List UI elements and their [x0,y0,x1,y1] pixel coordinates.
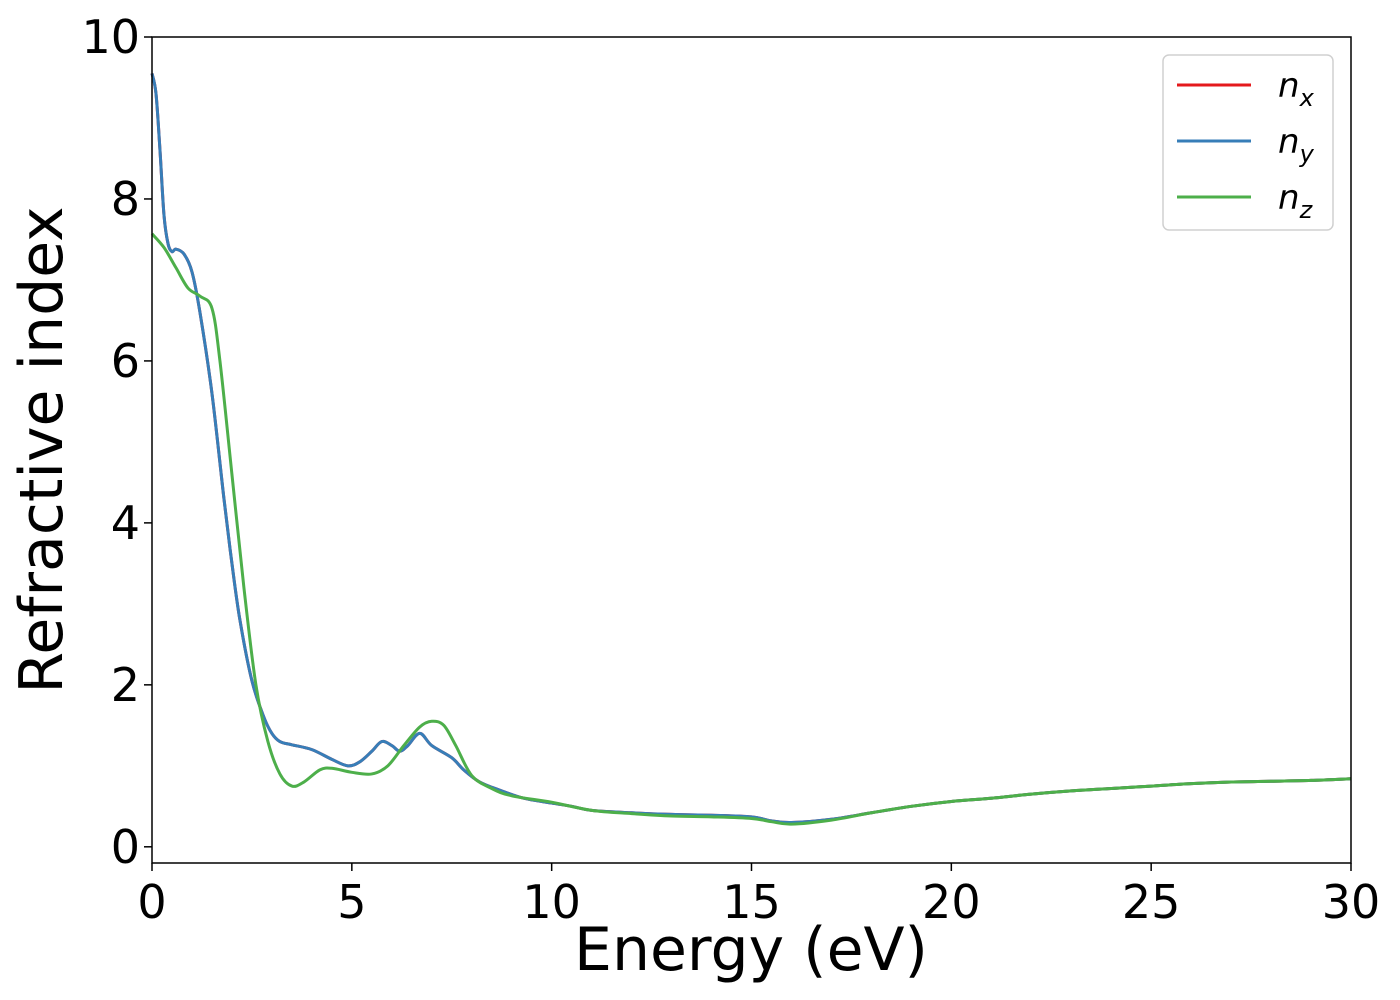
y-axis-label: Refractive index [7,206,77,693]
x-tick-label: 20 [922,875,981,929]
y-axis-ticks: 0 2 4 6 8 10 [81,10,152,874]
y-tick-label: 4 [111,496,140,550]
x-tick-label: 30 [1322,875,1381,929]
x-tick-label: 15 [722,875,781,929]
y-tick-label: 2 [111,658,140,712]
series-line-nz [150,232,1352,826]
x-axis-ticks: 0 5 10 15 20 25 30 [137,863,1380,929]
x-tick-label: 25 [1122,875,1181,929]
legend: nx ny nz [1162,54,1334,231]
y-tick-label: 8 [111,172,140,226]
series-layer [150,73,1352,826]
legend-entry-label: ny [1278,122,1315,168]
y-tick-label: 10 [81,10,140,64]
x-axis-label: Energy (eV) [574,915,928,985]
legend-entry-label: nz [1278,178,1314,224]
legend-entry-label: nx [1278,66,1315,112]
plot-background [152,37,1351,863]
x-tick-label: 5 [337,875,366,929]
x-tick-label: 0 [137,875,166,929]
y-tick-label: 6 [111,334,140,388]
y-tick-label: 0 [111,820,140,874]
x-tick-label: 10 [522,875,581,929]
